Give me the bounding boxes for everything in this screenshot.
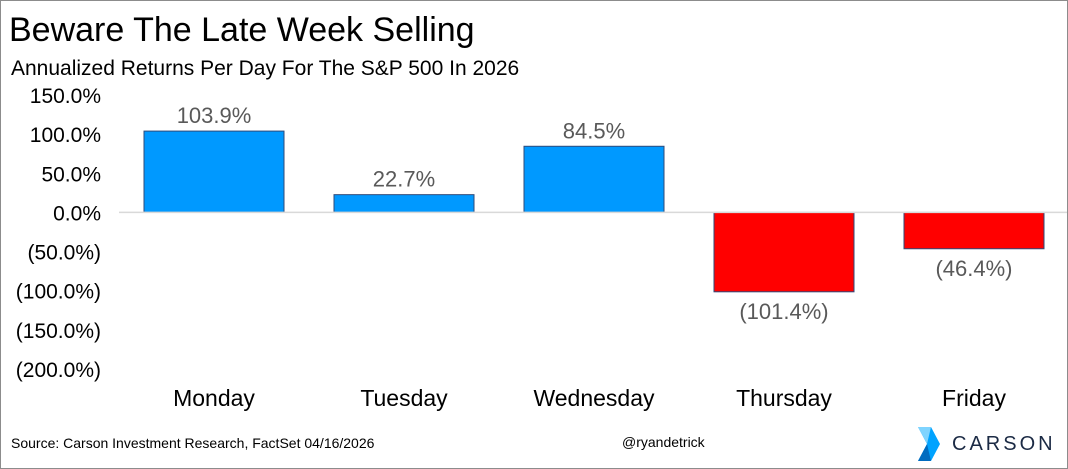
x-category-label: Monday [173,385,255,411]
chart-title: Beware The Late Week Selling [9,11,475,49]
x-category-label: Tuesday [360,385,448,411]
x-category-label: Friday [942,385,1006,411]
y-tick-label: (150.0%) [16,320,101,343]
bar [143,130,285,213]
author-handle: @ryandetrick [622,434,705,450]
x-category-label: Wednesday [533,385,655,411]
y-tick-label: 100.0% [30,124,101,147]
chart-subtitle: Annualized Returns Per Day For The S&P 5… [11,57,520,80]
y-tick-label: (100.0%) [16,281,101,304]
y-tick-label: (50.0%) [27,242,101,265]
carson-wordmark: CARSON [952,432,1056,455]
data-label: 22.7% [373,167,435,192]
bar [523,145,665,213]
carson-logo: CARSON [916,425,1056,463]
y-tick-label: 50.0% [41,163,101,186]
data-label: (46.4%) [935,256,1012,281]
y-tick-label: 150.0% [30,85,101,108]
source-note: Source: Carson Investment Research, Fact… [11,435,375,451]
x-category-label: Thursday [736,385,832,411]
bar [903,211,1045,250]
data-label: 84.5% [563,118,625,143]
data-label: 103.9% [177,103,252,128]
y-tick-label: (200.0%) [16,359,101,382]
bar [713,211,855,293]
y-tick-label: 0.0% [53,202,101,225]
carson-chevron-icon [918,427,940,461]
bar-chart: 150.0% 100.0% 50.0% 0.0% (50.0%) (100.0%) (150… [16,85,1067,411]
data-label: (101.4%) [739,299,828,324]
bar [333,194,475,213]
